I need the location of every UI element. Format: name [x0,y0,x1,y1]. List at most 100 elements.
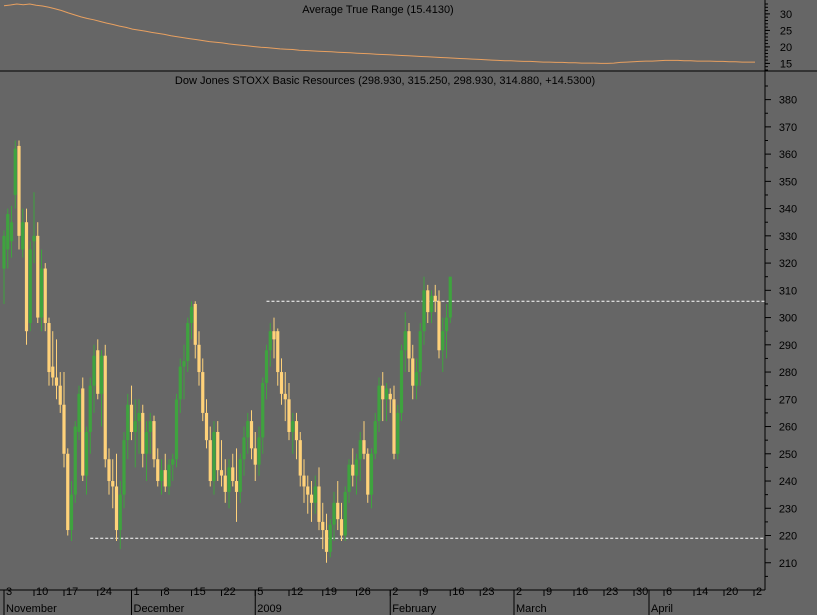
x-tick-label: 2 [392,586,398,598]
candle-body-down [54,377,59,386]
x-tick-label: 16 [452,586,464,598]
candle-body-down [302,475,306,487]
x-tick-label: 20 [726,586,738,598]
candle-body-down [111,481,115,487]
candle-body-up [268,331,272,351]
candle-body-up [418,331,422,373]
candle-body-up [186,323,190,362]
candle-body-down [219,470,224,476]
x-tick-label: 10 [36,586,48,598]
candle-body-down [231,467,235,482]
candle-body-down [309,494,314,503]
candle-body-down [234,481,239,492]
month-label: April [651,603,673,615]
price-tick-label: 370 [779,122,797,134]
candle-body-up [332,502,336,525]
candle-body-down [156,459,160,482]
candle-body-up [212,431,216,482]
x-tick-label: 23 [606,586,618,598]
candle-body-up [261,382,265,438]
candle-body-down [17,145,21,236]
candle-body-down [407,331,411,359]
candle-body-up [403,331,407,351]
candle-body-down [62,404,66,454]
candle-body-down [223,475,227,492]
candle-body-down [66,453,70,531]
candle-body-up [257,437,261,465]
candle-body-down [208,440,212,482]
price-tick-label: 280 [779,367,797,379]
x-tick-label: 24 [100,586,112,598]
candle-body-up [238,459,242,492]
candle-body-up [28,249,32,324]
candle-body-down [362,440,366,454]
x-tick-label: 30 [636,586,648,598]
candle-body-down [24,222,29,332]
candle-body-down [114,486,119,531]
candle-body-up [88,385,92,432]
price-title: Dow Jones STOXX Basic Resources (298.930… [175,75,595,87]
candle-body-down [317,486,321,522]
atr-tick-label: 30 [780,9,792,21]
price-tick-label: 250 [779,449,797,461]
price-tick-label: 310 [779,285,797,297]
price-panel: Dow Jones STOXX Basic Resources (298.930… [2,75,797,615]
candle-body-up [414,372,419,386]
month-label: December [134,603,185,615]
candle-body-up [396,412,400,454]
candle-body-down [339,519,344,536]
candle-body-up [264,350,269,383]
candle-body-up [422,290,426,332]
candle-body-up [429,295,434,313]
candle-body-up [126,404,130,441]
candle-body-down [272,331,276,340]
candle-body-down [321,521,325,531]
x-tick-label: 23 [482,586,494,598]
price-tick-label: 300 [779,313,797,325]
atr-panel: Average True Range (15.4130) 30 25 20 15 [3,3,792,71]
candle-body-down [426,290,430,313]
candle-body-up [99,355,104,394]
candle-body-down [336,502,340,520]
price-tick-label: 240 [779,476,797,488]
candles [2,140,452,563]
x-tick-label: 2 [516,586,522,598]
x-tick-label: 22 [224,586,236,598]
x-tick-label: 15 [194,586,206,598]
x-tick-label: 2 [756,586,762,598]
month-label: March [516,603,547,615]
candle-body-down [306,486,310,495]
x-tick-label: 26 [359,586,371,598]
atr-title: Average True Range (15.4130) [302,4,453,16]
candle-body-down [411,358,415,386]
atr-line-group [3,3,755,64]
x-tick-label: 5 [257,586,263,598]
candle-body-down [152,421,156,460]
candle-body-down [96,350,100,394]
date-x-axis: 3 10 17 24 1 8 15 22 5 12 19 26 2 9 16 23 2 9 16 23 30 6 14 20 2… [3,586,762,615]
candle-body-up [13,148,17,195]
price-tick-label: 380 [779,95,797,107]
price-tick-label: 320 [779,258,797,270]
candle-body-down [366,453,370,495]
candle-body-down [324,530,329,552]
candle-body-up [399,350,404,413]
atr-tick-label: 15 [780,58,792,70]
candle-body-up [354,459,359,476]
candle-body-down [253,448,257,465]
x-tick-label: 19 [325,586,337,598]
candle-body-up [347,464,351,492]
candle-body-down [197,344,201,373]
candle-body-up [441,331,445,351]
candle-body-up [137,412,141,422]
candle-body-up [6,214,10,250]
candle-body-down [351,464,355,476]
price-tick-label: 290 [779,340,797,352]
candle-body-up [384,388,389,400]
price-tick-label: 260 [779,422,797,434]
x-tick-label: 6 [666,586,672,598]
candle-body-down [204,412,209,441]
candle-body-down [58,385,62,405]
